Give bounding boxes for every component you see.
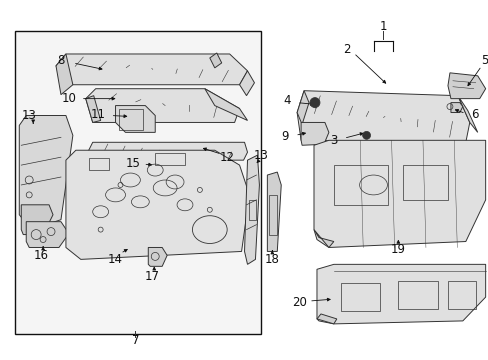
Polygon shape <box>66 150 249 260</box>
Text: 16: 16 <box>34 249 48 262</box>
Text: 8: 8 <box>57 54 64 67</box>
Polygon shape <box>297 91 308 125</box>
Polygon shape <box>457 96 477 132</box>
Polygon shape <box>204 89 247 121</box>
Polygon shape <box>148 155 175 175</box>
Polygon shape <box>19 116 73 230</box>
Polygon shape <box>313 230 333 247</box>
Bar <box>333 165 387 205</box>
Bar <box>155 153 184 165</box>
Text: 14: 14 <box>108 253 123 266</box>
Bar <box>403 165 447 200</box>
Text: 13: 13 <box>22 109 37 122</box>
Bar <box>15 31 261 334</box>
Polygon shape <box>297 91 469 142</box>
Polygon shape <box>301 122 328 145</box>
Polygon shape <box>85 142 247 160</box>
Circle shape <box>309 98 319 108</box>
Bar <box>398 281 437 309</box>
Polygon shape <box>26 222 69 247</box>
Bar <box>447 281 475 309</box>
Polygon shape <box>447 73 485 99</box>
Polygon shape <box>244 155 259 264</box>
Text: 20: 20 <box>291 296 306 309</box>
Polygon shape <box>85 96 101 122</box>
Text: 7: 7 <box>131 334 139 347</box>
Bar <box>88 158 108 170</box>
Polygon shape <box>209 53 221 68</box>
Polygon shape <box>316 264 485 324</box>
Circle shape <box>362 131 370 139</box>
Text: 15: 15 <box>126 157 141 170</box>
Bar <box>269 195 277 235</box>
Polygon shape <box>115 105 155 132</box>
Text: 13: 13 <box>253 149 268 162</box>
Polygon shape <box>56 54 73 95</box>
Polygon shape <box>85 89 239 122</box>
Text: 1: 1 <box>379 20 386 33</box>
Text: 6: 6 <box>470 108 478 121</box>
Text: 5: 5 <box>480 54 488 67</box>
Text: 11: 11 <box>91 108 106 121</box>
Text: 12: 12 <box>220 151 235 164</box>
Text: 10: 10 <box>61 92 76 105</box>
Text: 18: 18 <box>264 253 279 266</box>
Polygon shape <box>239 71 254 96</box>
Text: 2: 2 <box>342 42 350 55</box>
Text: 3: 3 <box>329 134 337 147</box>
Polygon shape <box>450 103 462 113</box>
Polygon shape <box>56 54 247 85</box>
Polygon shape <box>267 172 281 251</box>
Polygon shape <box>316 314 336 324</box>
Text: 9: 9 <box>281 130 288 143</box>
Bar <box>248 200 256 220</box>
Polygon shape <box>21 205 53 235</box>
Text: 19: 19 <box>390 243 405 256</box>
Polygon shape <box>148 247 167 266</box>
Text: 4: 4 <box>283 94 290 107</box>
Text: 17: 17 <box>144 270 160 283</box>
Polygon shape <box>313 140 485 247</box>
Bar <box>340 283 380 311</box>
